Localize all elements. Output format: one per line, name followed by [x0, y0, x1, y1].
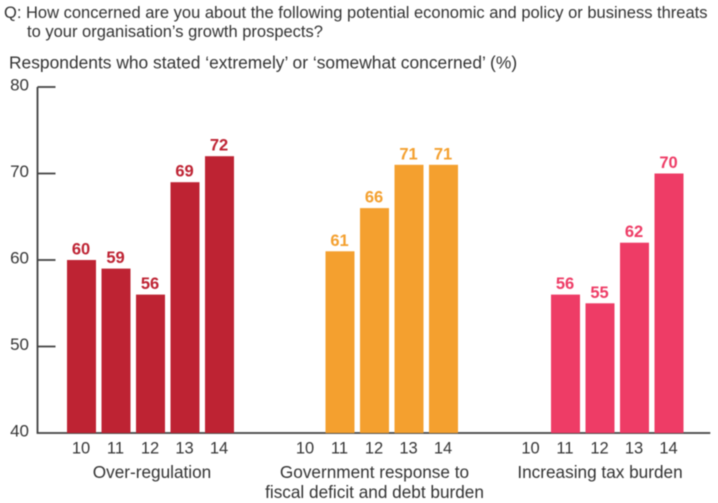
svg-text:12: 12: [365, 440, 383, 458]
svg-text:13: 13: [399, 440, 417, 458]
svg-text:Increasing tax burden: Increasing tax burden: [517, 462, 682, 482]
svg-text:60: 60: [72, 241, 90, 259]
svg-text:11: 11: [331, 440, 348, 458]
svg-text:10: 10: [72, 440, 90, 458]
svg-text:55: 55: [590, 284, 608, 302]
svg-text:60: 60: [10, 249, 29, 268]
svg-text:fiscal deficit and debt burden: fiscal deficit and debt burden: [265, 482, 484, 502]
svg-text:Q: How concerned are you about: Q: How concerned are you about the follo…: [4, 4, 708, 22]
svg-text:Respondents who stated ‘extrem: Respondents who stated ‘extremely’ or ‘s…: [9, 53, 517, 73]
svg-text:56: 56: [141, 275, 159, 293]
svg-text:71: 71: [399, 145, 417, 163]
svg-text:80: 80: [10, 76, 29, 95]
svg-text:10: 10: [296, 440, 314, 458]
svg-text:70: 70: [659, 154, 677, 172]
svg-text:to your organisation’s growth: to your organisation’s growth prospects?: [27, 23, 323, 41]
svg-text:70: 70: [10, 162, 29, 181]
svg-text:11: 11: [556, 440, 573, 458]
svg-text:56: 56: [556, 275, 574, 293]
svg-text:72: 72: [210, 137, 228, 155]
svg-text:14: 14: [434, 440, 452, 458]
svg-text:11: 11: [107, 440, 124, 458]
svg-text:13: 13: [625, 440, 643, 458]
svg-text:14: 14: [659, 440, 677, 458]
svg-text:62: 62: [625, 223, 643, 241]
svg-text:12: 12: [141, 440, 159, 458]
svg-text:13: 13: [175, 440, 193, 458]
svg-text:12: 12: [590, 440, 608, 458]
svg-text:71: 71: [434, 145, 452, 163]
svg-text:Government response to: Government response to: [280, 462, 469, 482]
svg-text:Over-regulation: Over-regulation: [93, 462, 211, 482]
svg-text:61: 61: [330, 232, 348, 250]
svg-text:59: 59: [106, 249, 124, 267]
svg-text:66: 66: [365, 189, 383, 207]
svg-text:50: 50: [10, 335, 29, 354]
svg-text:10: 10: [521, 440, 539, 458]
svg-text:40: 40: [10, 422, 29, 441]
svg-text:69: 69: [175, 163, 193, 181]
svg-text:14: 14: [210, 440, 228, 458]
